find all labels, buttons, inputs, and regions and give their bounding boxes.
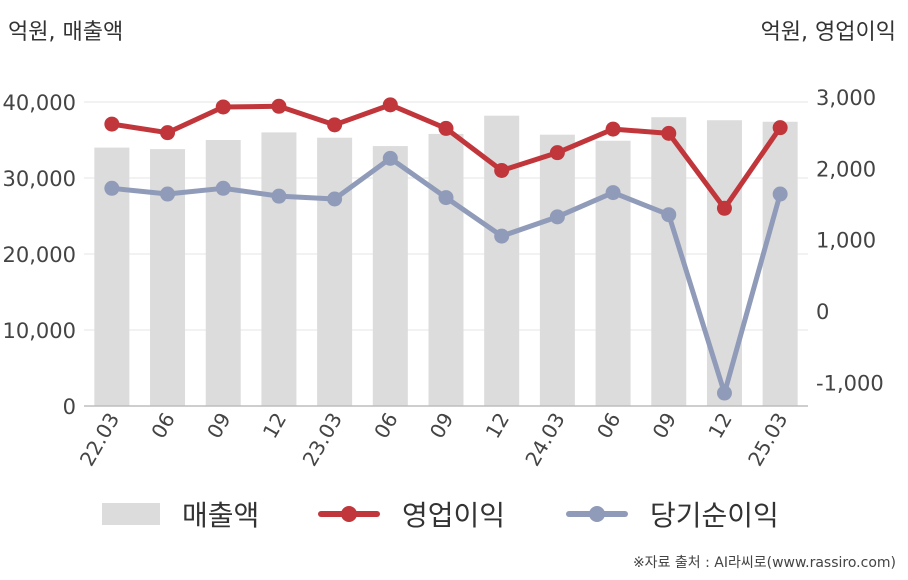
legend-label-sales: 매출액 xyxy=(182,499,260,532)
operating-profit-point xyxy=(104,116,120,132)
combo-chart: 0 10,000 20,000 30,000 40,000 -1,000 0 1,000 2,… xyxy=(3,86,884,471)
operating-profit-point xyxy=(494,162,510,178)
y-left-tick-label: 40,000 xyxy=(3,91,76,115)
y-axis-left: 0 10,000 20,000 30,000 40,000 xyxy=(3,91,76,419)
x-tick-label: 12 xyxy=(258,409,292,443)
net-income-point xyxy=(104,180,120,196)
net-income-point xyxy=(327,191,343,207)
bar-sales xyxy=(762,121,798,406)
x-tick-label: 09 xyxy=(202,409,236,443)
operating-profit-point xyxy=(438,120,454,136)
net-income-point xyxy=(215,180,231,196)
legend-swatch-line-blue xyxy=(566,506,628,522)
x-tick-label: 06 xyxy=(592,409,626,443)
y-right-tick-label: 1,000 xyxy=(816,229,876,253)
bar-sales xyxy=(595,140,631,406)
operating-profit-point xyxy=(549,145,565,161)
y-left-tick-label: 30,000 xyxy=(3,167,76,191)
bar-sales xyxy=(539,134,575,406)
net-income-point xyxy=(160,186,176,202)
legend-label-net-income: 당기순이익 xyxy=(650,499,779,532)
operating-profit-point xyxy=(215,99,231,115)
net-income-point xyxy=(549,209,565,225)
net-income-point xyxy=(716,385,732,401)
x-tick-label: 12 xyxy=(703,409,737,443)
bar-sales xyxy=(261,132,297,406)
y-left-tick-label: 10,000 xyxy=(3,319,76,343)
y-right-tick-label: 2,000 xyxy=(816,157,876,181)
operating-profit-point xyxy=(382,97,398,113)
bar-sales xyxy=(651,117,687,406)
operating-profit-point xyxy=(605,121,621,137)
bar-sales xyxy=(428,133,464,407)
y-left-tick-label: 20,000 xyxy=(3,243,76,267)
y-left-tick-label: 0 xyxy=(63,395,76,419)
left-axis-unit: 억원, 매출액 xyxy=(8,20,124,45)
bar-sales xyxy=(372,146,408,406)
net-income-point xyxy=(661,207,677,223)
operating-profit-point xyxy=(716,200,732,216)
net-income-point xyxy=(271,188,287,204)
bar-sales xyxy=(706,120,742,407)
operating-profit-point xyxy=(772,120,788,136)
x-tick-label: 06 xyxy=(369,409,403,443)
net-income-point xyxy=(772,186,788,202)
legend-label-operating-profit: 영업이익 xyxy=(402,499,506,532)
x-tick-label: 22.03 xyxy=(75,409,124,471)
x-tick-label: 24.03 xyxy=(520,409,569,471)
bar-sales xyxy=(205,140,241,406)
y-right-tick-label: 0 xyxy=(816,300,829,324)
x-tick-label: 23.03 xyxy=(298,409,347,471)
net-income-point xyxy=(438,190,454,206)
x-tick-label: 12 xyxy=(481,409,515,443)
y-right-tick-label: -1,000 xyxy=(816,371,884,395)
bar-sales xyxy=(317,137,353,406)
right-axis-unit: 억원, 영업이익 xyxy=(760,20,896,45)
bars-sales xyxy=(94,115,798,407)
y-right-tick-label: 3,000 xyxy=(816,86,876,110)
operating-profit-point xyxy=(661,125,677,141)
legend-item-net-income: 당기순이익 xyxy=(566,494,779,534)
legend-swatch-bar xyxy=(102,503,160,525)
net-income-point xyxy=(382,150,398,166)
x-axis-labels: 22.03 06 09 12 23.03 06 09 12 24.03 06 09 12 25.03 xyxy=(75,409,793,471)
net-income-point xyxy=(494,228,510,244)
net-income-point xyxy=(605,185,621,201)
legend-swatch-line-red xyxy=(318,506,380,522)
line-net-income xyxy=(104,150,788,401)
operating-profit-point xyxy=(327,117,343,133)
legend-item-operating-profit: 영업이익 xyxy=(318,494,505,534)
legend-item-sales: 매출액 xyxy=(102,494,259,534)
source-note: ※자료 출처 : AI라씨로(www.rassiro.com) xyxy=(632,555,896,571)
x-tick-label: 09 xyxy=(648,409,682,443)
legend: 매출액 영업이익 당기순이익 xyxy=(0,494,908,534)
x-tick-label: 25.03 xyxy=(743,409,792,471)
y-axis-right: -1,000 0 1,000 2,000 3,000 xyxy=(816,86,884,395)
operating-profit-point xyxy=(271,98,287,114)
x-tick-label: 06 xyxy=(146,409,180,443)
line-operating-profit xyxy=(104,97,788,216)
operating-profit-point xyxy=(160,125,176,141)
x-tick-label: 09 xyxy=(425,409,459,443)
